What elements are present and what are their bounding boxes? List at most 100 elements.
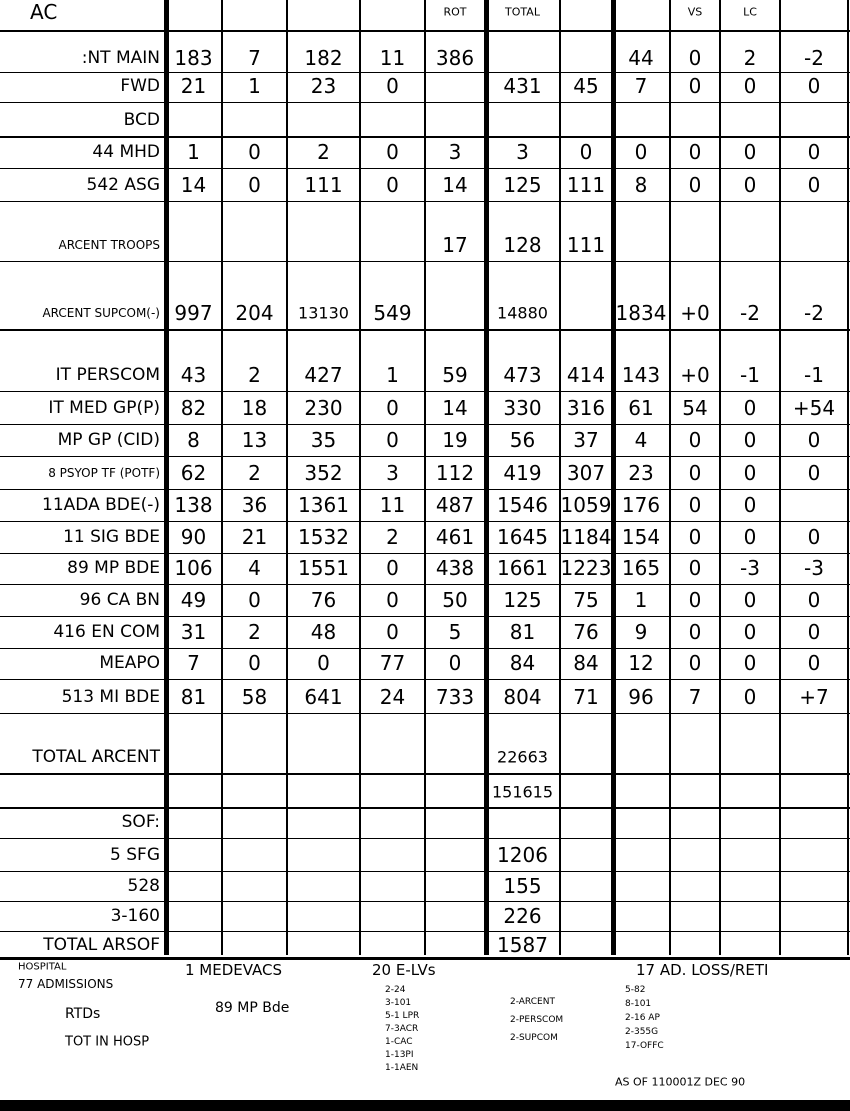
column-rule [484,0,489,955]
cell: 14880 [497,303,548,323]
cell: 226 [503,904,542,928]
cell: 0 [634,140,648,164]
cell: 0 [688,620,702,644]
rule [0,72,850,73]
row-label: SOF: [121,812,160,832]
column-rule [286,0,288,955]
cell: 419 [503,461,542,485]
cell: 3 [516,140,529,164]
cell: 431 [503,74,542,98]
cell: 84 [573,651,599,675]
row-label: 89 MP BDE [67,558,160,578]
cell: 2 [248,461,261,485]
cell: 0 [448,651,462,675]
cell: 24 [379,685,406,709]
cell: 0 [807,588,821,612]
cell: 2 [248,620,261,644]
cell: 0 [386,428,399,452]
cell: 0 [688,461,702,485]
cell: 111 [304,173,343,197]
cell: 59 [442,363,468,387]
cell: 0 [743,493,757,517]
footer-text: 5-1 LPR [385,1011,420,1021]
rule [0,807,850,809]
row-label: MP GP (CID) [57,430,160,450]
row-label: FWD [120,76,160,96]
footer-text: 1-13PI [385,1050,414,1060]
cell: 62 [180,461,207,485]
footer-text: 3-101 [385,998,412,1008]
cell: TOTAL [505,5,540,19]
cell: 58 [241,685,268,709]
cell: 316 [566,396,606,420]
rule [0,553,850,554]
rule [0,713,850,714]
cell: 0 [807,173,821,197]
cell: 0 [807,525,821,549]
row-label: 44 MHD [92,142,160,162]
cell: 13130 [298,303,349,323]
cell: 165 [621,556,661,580]
cell: 76 [310,588,337,612]
cell: 56 [509,428,536,452]
cell: 1 [634,588,648,612]
cell: 1 [386,363,399,387]
cell: 0 [743,651,757,675]
rule [0,489,850,490]
cell: 0 [688,46,702,70]
cell: 997 [174,301,213,325]
cell: 0 [386,620,399,644]
cell: LC [743,5,757,19]
cell: 54 [682,396,708,420]
cell: 45 [573,74,599,98]
cell: 0 [386,74,399,98]
row-label: ARCENT TROOPS [58,238,160,252]
footer-text: 2-355G [625,1027,659,1037]
cell: 5 [448,620,462,644]
footer-text: 2-PERSCOM [510,1015,564,1025]
footer-text: 2-ARCENT [510,997,555,1007]
cell: -1 [804,363,824,387]
cell: 3 [448,140,462,164]
cell: 1 [187,140,200,164]
cell: 549 [373,301,412,325]
rule [0,456,850,457]
cell: 1361 [298,493,349,517]
cell: 1532 [298,525,349,549]
cell: 0 [743,685,757,709]
cell: 50 [442,588,468,612]
rule [0,261,850,262]
cell: 427 [304,363,343,387]
cell: 111 [566,173,606,197]
row-label: 96 CA BN [79,590,160,610]
cell: 17 [442,233,468,257]
column-rule [611,0,616,955]
footer-text: 2-24 [385,985,406,995]
cell: 0 [248,173,261,197]
row-label: 513 MI BDE [61,687,160,707]
cell: 0 [248,588,261,612]
row-label: 528 [127,876,160,896]
cell: 182 [304,46,343,70]
cell: 0 [248,140,261,164]
cell: 13 [241,428,268,452]
cell: 111 [566,233,606,257]
column-rule [847,0,849,955]
cell: 21 [180,74,207,98]
cell: 0 [688,651,702,675]
cell: 0 [743,620,757,644]
cell: 14 [442,396,468,420]
cell: 8 [634,173,648,197]
column-rule [164,0,169,955]
cell: 641 [304,685,343,709]
rule [0,957,850,958]
cell: 7 [634,74,648,98]
cell: 1546 [497,493,548,517]
row-label: 11 SIG BDE [63,527,160,547]
row-label: 11ADA BDE(-) [42,495,160,515]
rule [0,901,850,902]
row-label: 8 PSYOP TF (POTF) [48,466,160,480]
cell: 2 [743,46,757,70]
footer-text: 1-1AEN [385,1063,419,1073]
